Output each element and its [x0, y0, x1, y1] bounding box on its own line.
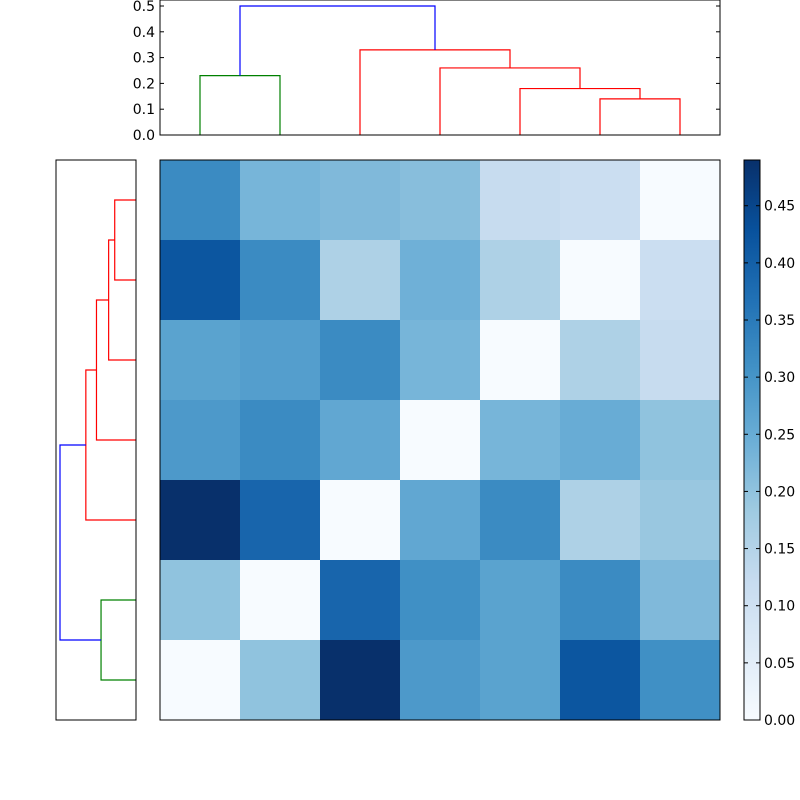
heatmap-cell-r0-c2 [320, 160, 401, 241]
heatmap-cell-r0-c0 [160, 160, 241, 241]
left-dendrogram-frame [55, 159, 137, 721]
top-dendrogram-ytick-label: 0.4 [133, 25, 155, 41]
heatmap-cell-r2-c4 [480, 320, 561, 401]
heatmap-cell-r1-c4 [480, 240, 561, 321]
top-dendrogram-frame [159, 0, 721, 136]
colorbar-tick-label: 0.10 [764, 599, 795, 615]
heatmap-cell-r1-c3 [400, 240, 481, 321]
colorbar-tick-label: 0.30 [764, 370, 795, 386]
colorbar-tick-label: 0.25 [764, 427, 795, 443]
heatmap-cell-r3-c6 [640, 400, 721, 481]
left-dendrogram-link-2 [108, 239, 136, 361]
heatmap-cell-r1-c1 [240, 240, 321, 321]
colorbar-tick-label: 0.40 [764, 256, 795, 272]
left-dendrogram-link-4 [85, 369, 136, 521]
left-dendrogram-link-5 [59, 444, 102, 641]
heatmap-cell-r1-c5 [560, 240, 641, 321]
top-dendrogram-ytick-label: 0.5 [133, 0, 155, 15]
heatmap-cell-r4-c1 [240, 480, 321, 561]
left-dendrogram [55, 159, 137, 721]
heatmap-cell-r1-c6 [640, 240, 721, 321]
heatmap-cell-r0-c6 [640, 160, 721, 241]
top-dendrogram-link-3 [439, 67, 581, 135]
heatmap-cell-r3-c0 [160, 400, 241, 481]
heatmap-cell-r4-c0 [160, 480, 241, 561]
heatmap-cell-r2-c3 [400, 320, 481, 401]
heatmap-cell-r5-c4 [480, 560, 561, 641]
heatmap-cell-r5-c6 [640, 560, 721, 641]
heatmap-cell-r3-c1 [240, 400, 321, 481]
heatmap-cell-r5-c5 [560, 560, 641, 641]
heatmap-frame [159, 159, 721, 721]
heatmap-cell-r2-c1 [240, 320, 321, 401]
heatmap-cell-r2-c0 [160, 320, 241, 401]
colorbar-tick-label: 0.00 [764, 713, 795, 729]
colorbar-frame [743, 159, 761, 721]
heatmap-cell-r1-c0 [160, 240, 241, 321]
heatmap-cell-r0-c3 [400, 160, 481, 241]
top-dendrogram: 0.0 0.1 0.2 0.3 0.4 0.5 [133, 0, 721, 144]
heatmap-cell-r6-c2 [320, 640, 401, 721]
heatmap-cell-r4-c6 [640, 480, 721, 561]
heatmap [159, 159, 721, 721]
top-dendrogram-ytick-label: 0.3 [133, 51, 155, 67]
heatmap-cell-r6-c4 [480, 640, 561, 721]
colorbar-tick-label: 0.45 [764, 199, 795, 215]
heatmap-cell-r6-c3 [400, 640, 481, 721]
heatmap-cell-r0-c4 [480, 160, 561, 241]
heatmap-cell-r5-c2 [320, 560, 401, 641]
left-dendrogram-link-3 [95, 299, 136, 441]
top-dendrogram-ytick-label: 0.0 [133, 128, 155, 144]
heatmap-cell-r1-c2 [320, 240, 401, 321]
colorbar-tick-label: 0.35 [764, 313, 795, 329]
heatmap-cell-r5-c1 [240, 560, 321, 641]
heatmap-cell-r6-c6 [640, 640, 721, 721]
heatmap-cell-r3-c2 [320, 400, 401, 481]
colorbar-tick-label: 0.20 [764, 484, 795, 500]
heatmap-cell-r5-c3 [400, 560, 481, 641]
top-dendrogram-ytick-label: 0.1 [133, 102, 155, 118]
top-dendrogram-link-1 [599, 98, 681, 135]
heatmap-cell-r0-c5 [560, 160, 641, 241]
colorbar-tick-label: 0.15 [764, 542, 795, 558]
heatmap-cell-r3-c5 [560, 400, 641, 481]
heatmap-cell-r3-c3 [400, 400, 481, 481]
heatmap-cell-r2-c5 [560, 320, 641, 401]
heatmap-cell-r3-c4 [480, 400, 561, 481]
top-dendrogram-link-4 [359, 49, 511, 135]
top-dendrogram-link-2 [519, 87, 641, 135]
heatmap-cell-r4-c3 [400, 480, 481, 561]
colorbar: 0.00 0.05 0.10 0.15 0.20 0.25 0.30 0.35 0.40 0.45 [743, 159, 795, 729]
left-dendrogram-link-0 [100, 599, 136, 681]
heatmap-cell-r4-c4 [480, 480, 561, 561]
left-dendrogram-link-1 [114, 199, 136, 281]
top-dendrogram-link-0 [199, 75, 281, 135]
colorbar-fill [744, 160, 760, 720]
top-dendrogram-ytick-label: 0.2 [133, 76, 155, 92]
heatmap-cell-r0-c1 [240, 160, 321, 241]
heatmap-cell-r4-c2 [320, 480, 401, 561]
heatmap-cell-r6-c5 [560, 640, 641, 721]
heatmap-cell-r6-c1 [240, 640, 321, 721]
colorbar-tick-label: 0.05 [764, 656, 795, 672]
heatmap-cell-r6-c0 [160, 640, 241, 721]
heatmap-cell-r5-c0 [160, 560, 241, 641]
heatmap-cell-r4-c5 [560, 480, 641, 561]
heatmap-cell-r2-c6 [640, 320, 721, 401]
heatmap-cell-r2-c2 [320, 320, 401, 401]
top-dendrogram-link-5 [239, 5, 436, 76]
